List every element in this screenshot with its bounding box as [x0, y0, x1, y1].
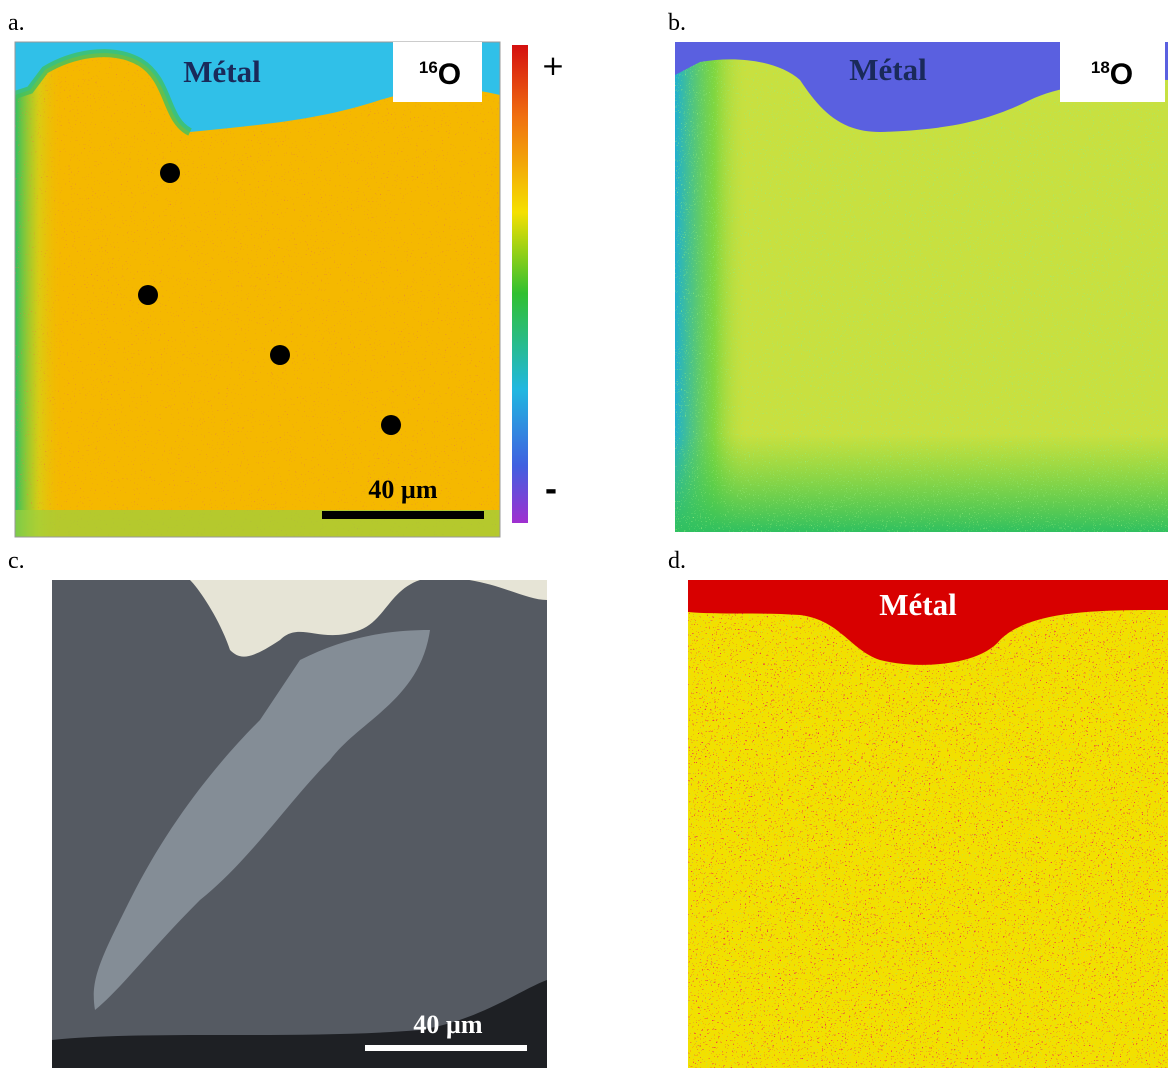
scale-bar-label: 40 µm [413, 1010, 482, 1039]
panel-d-image [688, 580, 1168, 1068]
region-label: Métal [879, 587, 957, 622]
isotope-mass: 16 [419, 58, 438, 77]
colorbar [512, 45, 528, 523]
panel-label: a. [8, 10, 25, 36]
panel-label: c. [8, 548, 25, 574]
colorbar-min: - [545, 473, 557, 508]
region-label: Métal [849, 52, 927, 87]
isotope-label: 16O [419, 58, 461, 91]
panel-a-image [15, 42, 500, 537]
isotope-element: O [438, 58, 461, 91]
panel-b-image [675, 42, 1168, 532]
isotope-label: 18O [1091, 58, 1133, 91]
colorbar-max: + [541, 49, 564, 82]
scale-bar-label: 40 µm [368, 475, 437, 504]
panel-label: b. [668, 10, 686, 36]
isotope-element: O [1110, 58, 1133, 91]
isotope-mass: 18 [1091, 58, 1110, 77]
panel-label: d. [668, 548, 686, 574]
panel-c-image [52, 580, 547, 1068]
region-label: Métal [183, 54, 261, 89]
